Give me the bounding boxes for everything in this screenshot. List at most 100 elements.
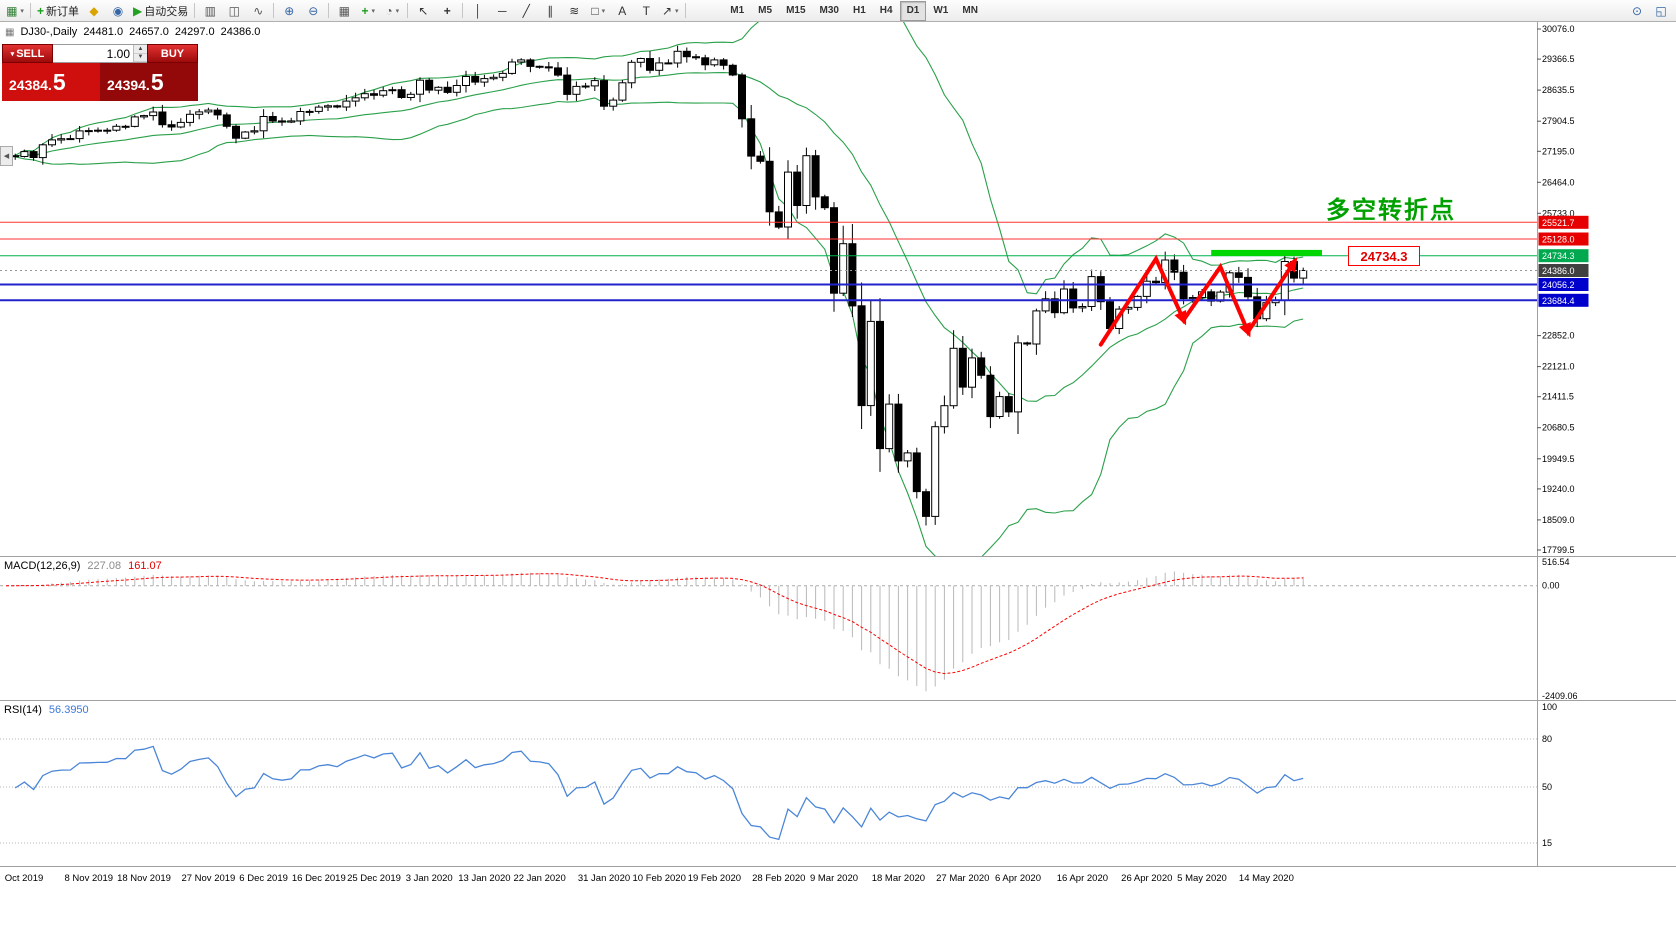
svg-text:3 Jan 2020: 3 Jan 2020 — [406, 873, 453, 884]
one-click-collapse-icon[interactable]: ▾ — [10, 50, 15, 58]
lot-increase-icon[interactable]: ▲ — [134, 45, 147, 54]
svg-text:6 Dec 2019: 6 Dec 2019 — [239, 873, 288, 884]
periods-button-dropdown-icon[interactable]: ▾ — [395, 7, 400, 15]
svg-text:24056.2: 24056.2 — [1542, 280, 1575, 290]
arrows-button[interactable]: ↗ ▾ — [658, 1, 682, 21]
crosshair-button[interactable]: + — [435, 1, 459, 21]
price-badge-25521.7 — [1538, 215, 1589, 229]
scroll-left-marker[interactable]: ◀ — [0, 146, 13, 166]
zoom-in-icon: ⊕ — [284, 3, 295, 18]
svg-text:27 Mar 2020: 27 Mar 2020 — [936, 873, 989, 884]
metaeditor-button[interactable]: ◆ — [82, 1, 106, 21]
cursor-button[interactable]: ↖ — [411, 1, 435, 21]
tile-windows-button[interactable]: ▦ — [332, 1, 356, 21]
one-click-trading-panel: ▾ SELL 1.00 ▲ ▼ BUY 24384. 5 24394. 5 — [2, 44, 198, 101]
svg-text:28 Feb 2020: 28 Feb 2020 — [752, 873, 805, 884]
svg-text:25128.0: 25128.0 — [1542, 234, 1575, 244]
thick-trendline[interactable] — [1211, 249, 1322, 256]
rsi-indicator-info: RSI(14) 56.3950 — [4, 704, 89, 716]
buy-price[interactable]: 24394. 5 — [100, 63, 198, 101]
zigzag-arrow-drawing[interactable] — [1098, 254, 1298, 347]
buy-button[interactable]: BUY — [147, 44, 198, 63]
buy-price-big-digit: 5 — [150, 69, 164, 95]
chart-search-button[interactable]: ⊙ — [1625, 1, 1649, 21]
timeframe-h1[interactable]: H1 — [852, 5, 866, 16]
lot-size-field[interactable]: 1.00 ▲ ▼ — [53, 44, 147, 63]
text-icon: A — [618, 3, 627, 18]
one-click-top-row: ▾ SELL 1.00 ▲ ▼ BUY — [2, 44, 198, 63]
zoom-out-button[interactable]: ⊖ — [301, 1, 325, 21]
timeframe-mn[interactable]: MN — [962, 5, 978, 16]
svg-text:19240.0: 19240.0 — [1542, 484, 1575, 494]
lot-size-value[interactable]: 1.00 — [106, 46, 130, 61]
new-chart-button[interactable]: ▦ ▾ — [3, 1, 27, 21]
svg-text:18 Nov 2019: 18 Nov 2019 — [117, 873, 171, 884]
mql5-community-button[interactable]: ◉ — [106, 1, 130, 21]
sell-price-main: 24384. — [9, 77, 52, 93]
shapes-button-dropdown-icon[interactable]: ▾ — [601, 7, 606, 15]
channel-button[interactable]: ∥ — [538, 1, 562, 21]
svg-text:19 Feb 2020: 19 Feb 2020 — [688, 873, 741, 884]
trendline-button[interactable]: ╱ — [514, 1, 538, 21]
line-chart-button[interactable]: ∿ — [246, 1, 270, 21]
macd-signal-value: 161.07 — [128, 560, 162, 572]
arrow-icon: ↗ — [661, 3, 673, 18]
turning-point-annotation[interactable]: 多空转折点 — [1326, 197, 1456, 224]
sell-price-big-digit: 5 — [52, 69, 66, 95]
new-chart-button-dropdown-icon[interactable]: ▾ — [20, 7, 24, 15]
text-label-button[interactable]: T — [634, 1, 658, 21]
timeframe-w1[interactable]: W1 — [933, 5, 949, 16]
arrows-button-dropdown-icon[interactable]: ▾ — [675, 7, 679, 15]
price-badge-24056.2 — [1538, 278, 1589, 291]
chart-window-icon: ▦ — [5, 26, 15, 38]
new-order-button[interactable]: + 新订单 — [34, 1, 82, 21]
timeframe-m5[interactable]: M5 — [758, 5, 773, 16]
bar-chart-button[interactable]: ▥ — [198, 1, 222, 21]
macd-label: MACD(12,26,9) — [4, 560, 81, 572]
svg-text:26 Apr 2020: 26 Apr 2020 — [1121, 873, 1172, 884]
indicators-button-dropdown-icon[interactable]: ▾ — [371, 7, 376, 15]
svg-text:27 Nov 2019: 27 Nov 2019 — [181, 873, 235, 884]
timeframe-m30[interactable]: M30 — [819, 5, 839, 16]
svg-text:25733.0: 25733.0 — [1542, 208, 1575, 218]
timeframe-d1[interactable]: D1 — [899, 0, 927, 21]
crosshair-icon: + — [443, 3, 451, 18]
vertical-line-button[interactable]: │ — [466, 1, 490, 21]
price-badge-25128.0 — [1538, 232, 1589, 246]
date-axis: Oct 2019 8 Nov 2019 18 Nov 2019 27 Nov 2019… — [5, 873, 1294, 884]
svg-text:80: 80 — [1542, 734, 1552, 744]
rsi-value: 56.3950 — [48, 704, 89, 716]
price-badge-24734.3 — [1538, 249, 1589, 263]
price-badge-24386.0 — [1538, 264, 1589, 277]
new-order-icon: + — [37, 3, 45, 18]
shapes-button[interactable]: □ ▾ — [586, 1, 610, 21]
svg-text:26464.0: 26464.0 — [1542, 177, 1575, 187]
timeframe-m15[interactable]: M15 — [786, 5, 806, 16]
horizontal-line-button[interactable]: ─ — [490, 1, 514, 21]
timeframe-m1[interactable]: M1 — [730, 5, 745, 16]
sell-price[interactable]: 24384. 5 — [2, 63, 100, 101]
svg-text:15: 15 — [1542, 838, 1552, 848]
text-button[interactable]: A — [610, 1, 634, 21]
autotrading-button[interactable]: ▶ 自动交易 — [130, 1, 191, 21]
magnifier-icon: ⊙ — [1631, 3, 1643, 18]
bollinger-lower-band — [15, 97, 1304, 556]
periods-button[interactable]: ◔ ▾ — [380, 1, 404, 21]
window-layout-button[interactable]: ◱ — [1649, 1, 1673, 21]
svg-text:516.54: 516.54 — [1542, 557, 1570, 567]
svg-text:100: 100 — [1542, 702, 1557, 712]
zoom-in-button[interactable]: ⊕ — [277, 1, 301, 21]
chart-symbol-period: DJ30-,Daily — [20, 26, 78, 38]
bar-chart-icon: ▥ — [204, 3, 216, 18]
price-level-label[interactable]: 24734.3 — [1348, 246, 1420, 266]
timeframe-h4[interactable]: H4 — [879, 5, 893, 16]
fibonacci-button[interactable]: ≋ — [562, 1, 586, 21]
lot-decrease-icon[interactable]: ▼ — [134, 53, 147, 62]
lot-size-stepper[interactable]: ▲ ▼ — [133, 45, 147, 62]
candlestick-chart-button[interactable]: ◫ — [222, 1, 246, 21]
indicators-button[interactable]: + ▾ — [356, 1, 380, 21]
sell-button[interactable]: ▾ SELL — [2, 44, 53, 63]
mql5-icon: ◉ — [112, 3, 124, 18]
